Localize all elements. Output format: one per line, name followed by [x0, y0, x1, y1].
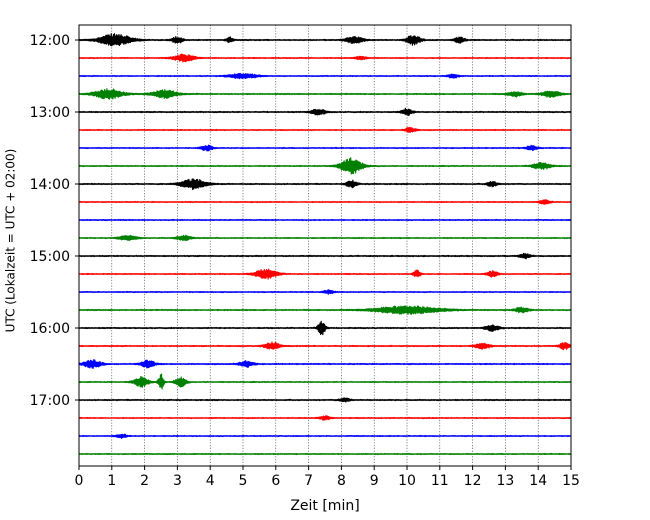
- trace-1615: [78, 341, 572, 351]
- y-axis-label: UTC (Lokalzeit = UTC + 02:00): [4, 149, 18, 333]
- trace-1330: [78, 144, 572, 152]
- trace-1400: [78, 178, 572, 191]
- trace-1230: [78, 72, 572, 80]
- y-tick-label-13:00: 13:00: [30, 105, 70, 121]
- x-tick-label-12: 12: [464, 473, 482, 489]
- trace-1515: [78, 268, 572, 280]
- y-tick-label-14:00: 14:00: [30, 177, 70, 193]
- trace-1245: [78, 88, 572, 100]
- trace-1645: [78, 373, 572, 390]
- y-tick-label-15:00: 15:00: [30, 249, 70, 265]
- trace-1345: [78, 157, 572, 175]
- x-tick-label-5: 5: [239, 473, 248, 489]
- trace-1600: [78, 320, 572, 336]
- x-tick-label-15: 15: [562, 473, 580, 489]
- x-tick-label-3: 3: [173, 473, 182, 489]
- trace-1415: [78, 199, 572, 205]
- y-tick-label-16:00: 16:00: [30, 321, 70, 337]
- grid-layer: [111, 25, 539, 466]
- trace-1715: [78, 415, 572, 421]
- trace-1315: [78, 126, 572, 133]
- trace-1430: [78, 218, 572, 222]
- x-tick-label-0: 0: [75, 473, 84, 489]
- x-tick-label-11: 11: [431, 473, 449, 489]
- x-tick-label-14: 14: [529, 473, 547, 489]
- y-tick-label-12:00: 12:00: [30, 33, 70, 49]
- trace-1445: [78, 234, 572, 242]
- x-tick-label-8: 8: [337, 473, 346, 489]
- x-tick-label-2: 2: [140, 473, 149, 489]
- plot-frame: [78, 24, 572, 467]
- x-tick-label-10: 10: [398, 473, 416, 489]
- y-tick-layer: 12:00 13:00 14:00 15:00 16:00 17:00: [30, 33, 79, 409]
- trace-1215: [78, 53, 572, 63]
- trace-1545: [78, 305, 572, 315]
- trace-1730: [78, 433, 572, 440]
- x-axis-label: Zeit [min]: [290, 498, 359, 514]
- trace-layer: [78, 33, 572, 456]
- x-tick-label-6: 6: [271, 473, 280, 489]
- x-tick-label-4: 4: [206, 473, 215, 489]
- x-tick-layer: 0 1 2 3 4 5 6 7 8 9 10 11 12 13 14 15: [75, 466, 580, 489]
- trace-1630: [78, 359, 572, 369]
- trace-1500: [78, 252, 572, 260]
- trace-1530: [78, 289, 572, 295]
- x-tick-label-1: 1: [107, 473, 116, 489]
- y-tick-label-17:00: 17:00: [30, 393, 70, 409]
- trace-1745: [78, 452, 572, 456]
- x-tick-label-7: 7: [304, 473, 313, 489]
- x-tick-label-9: 9: [370, 473, 379, 489]
- trace-1700: [78, 397, 572, 403]
- trace-1300: [78, 107, 572, 117]
- trace-1200: [78, 33, 572, 47]
- x-tick-label-13: 13: [496, 473, 514, 489]
